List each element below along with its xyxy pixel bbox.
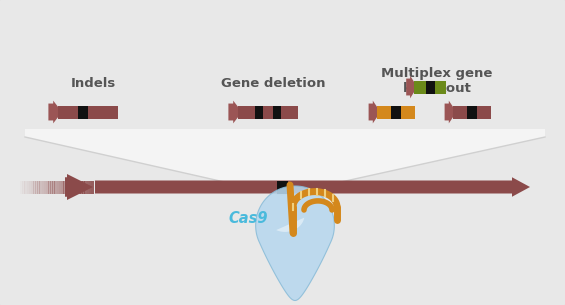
Bar xyxy=(276,181,288,193)
Bar xyxy=(377,106,415,119)
Bar xyxy=(238,106,298,119)
Polygon shape xyxy=(276,218,305,232)
Bar xyxy=(35,181,38,193)
Bar xyxy=(91,181,93,193)
Bar xyxy=(61,181,63,193)
Bar xyxy=(31,181,33,193)
Bar xyxy=(86,181,89,193)
Bar xyxy=(72,181,74,193)
Polygon shape xyxy=(255,186,334,300)
Bar xyxy=(273,106,281,119)
Bar xyxy=(76,181,79,193)
Bar xyxy=(42,181,44,193)
Bar xyxy=(54,181,57,193)
Bar xyxy=(391,106,401,119)
Text: Indels: Indels xyxy=(71,77,116,90)
Bar xyxy=(425,81,434,94)
Bar xyxy=(58,106,118,119)
Polygon shape xyxy=(25,129,545,195)
Text: Gene deletion: Gene deletion xyxy=(221,77,325,90)
FancyArrow shape xyxy=(65,174,93,200)
Bar xyxy=(20,181,23,193)
Bar xyxy=(56,181,59,193)
Bar xyxy=(24,181,27,193)
Bar xyxy=(84,181,87,193)
Bar xyxy=(59,181,62,193)
Bar xyxy=(78,181,81,193)
Bar xyxy=(63,181,66,193)
Bar xyxy=(29,181,31,193)
Bar xyxy=(37,181,40,193)
Bar xyxy=(22,181,25,193)
Bar xyxy=(255,106,263,119)
FancyArrow shape xyxy=(368,101,380,124)
Bar xyxy=(414,81,446,94)
Bar xyxy=(44,181,46,193)
Bar xyxy=(50,181,53,193)
Bar xyxy=(48,181,51,193)
Bar xyxy=(89,181,92,193)
FancyArrow shape xyxy=(445,101,457,124)
Bar xyxy=(46,181,49,193)
Bar xyxy=(40,181,42,193)
Bar xyxy=(27,181,29,193)
Bar xyxy=(467,106,477,119)
Bar xyxy=(53,181,55,193)
Bar xyxy=(67,181,70,193)
Bar xyxy=(65,181,68,193)
Bar xyxy=(69,181,72,193)
Bar xyxy=(425,81,434,94)
Bar xyxy=(73,181,76,193)
Text: Cas9: Cas9 xyxy=(228,211,267,226)
Bar xyxy=(82,181,85,193)
Bar xyxy=(414,81,446,94)
Bar xyxy=(391,106,401,119)
FancyArrow shape xyxy=(95,177,530,197)
Bar xyxy=(80,181,83,193)
Bar xyxy=(78,106,88,119)
FancyArrow shape xyxy=(49,101,62,124)
Text: Multiplex gene
knockout: Multiplex gene knockout xyxy=(381,67,493,95)
FancyArrow shape xyxy=(406,76,417,99)
Bar xyxy=(377,106,415,119)
Bar xyxy=(33,181,36,193)
Bar xyxy=(18,181,21,193)
Bar xyxy=(453,106,491,119)
FancyArrow shape xyxy=(228,101,242,124)
